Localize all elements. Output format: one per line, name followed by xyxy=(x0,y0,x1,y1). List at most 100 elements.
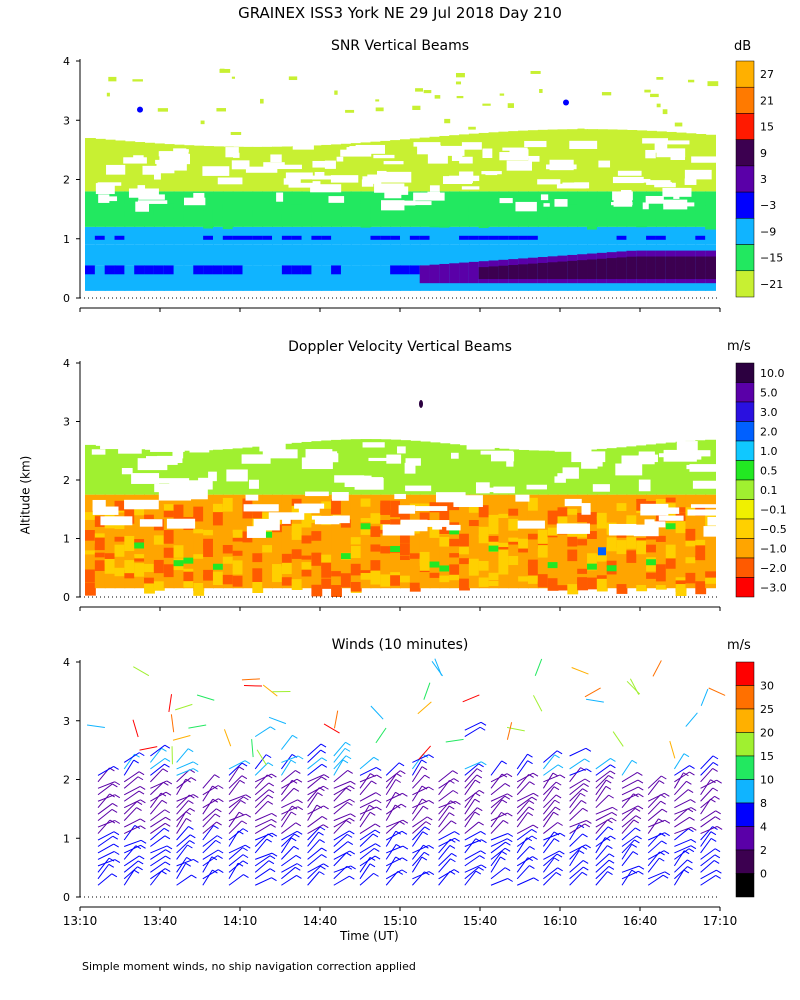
wind-barb xyxy=(648,819,666,828)
wind-barb xyxy=(621,805,639,815)
wind-barb xyxy=(411,856,423,873)
wind-barb xyxy=(490,833,508,841)
wind-barb xyxy=(385,869,403,880)
doppler-field xyxy=(85,399,720,597)
wind-barb xyxy=(359,833,374,847)
wind-barb xyxy=(647,808,663,822)
wind-barb xyxy=(542,811,554,828)
wind-barb xyxy=(97,765,114,776)
wind-barb xyxy=(176,768,194,776)
wind-barb xyxy=(490,799,503,815)
wind-barb xyxy=(176,800,189,815)
wind-barb xyxy=(370,705,384,720)
wind-barb xyxy=(385,821,400,834)
wind-barb xyxy=(621,819,635,834)
wind-barb xyxy=(647,780,660,796)
wind-barb xyxy=(438,837,455,847)
wind-barb xyxy=(123,771,140,783)
wind-barb xyxy=(464,726,481,738)
wind-barb xyxy=(412,844,429,854)
wind-barb xyxy=(516,800,530,815)
wind-barb xyxy=(412,786,429,796)
y-tick-label: 0 xyxy=(63,891,70,904)
wind-barb xyxy=(254,855,271,867)
wind-barb xyxy=(228,844,246,854)
doppler-colorbar-swatch xyxy=(735,460,755,481)
wind-barb xyxy=(543,872,557,886)
wind-barb xyxy=(674,799,691,809)
wind-barb xyxy=(464,763,479,776)
wind-barb xyxy=(97,831,115,841)
wind-barb xyxy=(700,787,714,802)
wind-barb xyxy=(569,866,584,880)
wind-barb xyxy=(700,795,715,809)
doppler-colorbar-label: 10.0 xyxy=(760,367,785,380)
wind-barb xyxy=(516,806,530,821)
wind-barb xyxy=(228,860,244,873)
wind-barb xyxy=(647,792,665,802)
doppler-colorbar-swatch xyxy=(735,499,755,520)
wind-barb xyxy=(700,762,714,776)
wind-barb xyxy=(490,793,508,802)
wind-barb xyxy=(359,863,371,880)
wind-barb xyxy=(647,800,662,815)
snr-colorbar-swatch xyxy=(735,139,755,167)
wind-barb xyxy=(307,871,320,886)
wind-barb xyxy=(170,714,175,733)
wind-barb xyxy=(621,869,633,886)
doppler-colorbar-label: 2.0 xyxy=(760,425,778,438)
winds-colorbar-swatch xyxy=(735,685,755,710)
wind-barb xyxy=(652,660,662,677)
wind-barb xyxy=(412,851,425,867)
wind-barb xyxy=(123,790,140,802)
wind-barb xyxy=(569,860,584,873)
wind-barb xyxy=(385,773,397,789)
doppler-colorbar-swatch xyxy=(735,479,755,500)
wind-barb xyxy=(359,792,377,802)
wind-barb xyxy=(708,687,726,696)
wind-barb xyxy=(543,832,561,841)
wind-barb xyxy=(97,864,110,880)
wind-barb xyxy=(202,849,219,860)
wind-barb xyxy=(228,800,242,815)
wind-barb xyxy=(223,729,232,747)
wind-barb xyxy=(584,687,601,698)
wind-barb xyxy=(385,804,396,821)
wind-barb xyxy=(359,843,376,854)
wind-barb xyxy=(176,857,188,873)
wind-barb xyxy=(385,770,401,783)
wind-barb xyxy=(123,825,136,841)
wind-barb xyxy=(333,780,351,789)
wind-barb xyxy=(176,834,191,847)
wind-barb xyxy=(700,838,712,854)
wind-barb xyxy=(281,866,296,880)
wind-barb xyxy=(202,821,217,834)
wind-barb xyxy=(281,770,296,783)
wind-barb xyxy=(543,781,557,796)
wind-barb xyxy=(569,747,587,757)
wind-barb xyxy=(97,809,113,822)
snr-colorbar-label: 15 xyxy=(760,121,774,134)
wind-barb xyxy=(385,844,397,860)
wind-barb xyxy=(359,773,371,789)
wind-barb xyxy=(464,864,482,873)
wind-barb xyxy=(176,769,191,783)
wind-barb xyxy=(543,853,558,867)
wind-barb xyxy=(333,875,350,886)
wind-barb xyxy=(412,754,429,763)
wind-barb xyxy=(490,878,508,886)
wind-barb xyxy=(255,832,273,841)
wind-barb xyxy=(700,854,716,867)
wind-barb xyxy=(595,859,610,873)
wind-barb xyxy=(516,760,528,776)
wind-barb xyxy=(168,694,173,713)
wind-barb xyxy=(647,818,659,834)
panel-title-winds: Winds (10 minutes) xyxy=(331,637,469,653)
wind-barb xyxy=(423,682,431,700)
wind-barb xyxy=(307,785,324,796)
doppler-colorbar-swatch xyxy=(735,401,755,422)
wind-barb xyxy=(464,721,482,731)
y-tick-label: 0 xyxy=(63,591,70,604)
wind-barb xyxy=(202,785,213,802)
doppler-colorbar-label: 0.5 xyxy=(760,464,778,477)
